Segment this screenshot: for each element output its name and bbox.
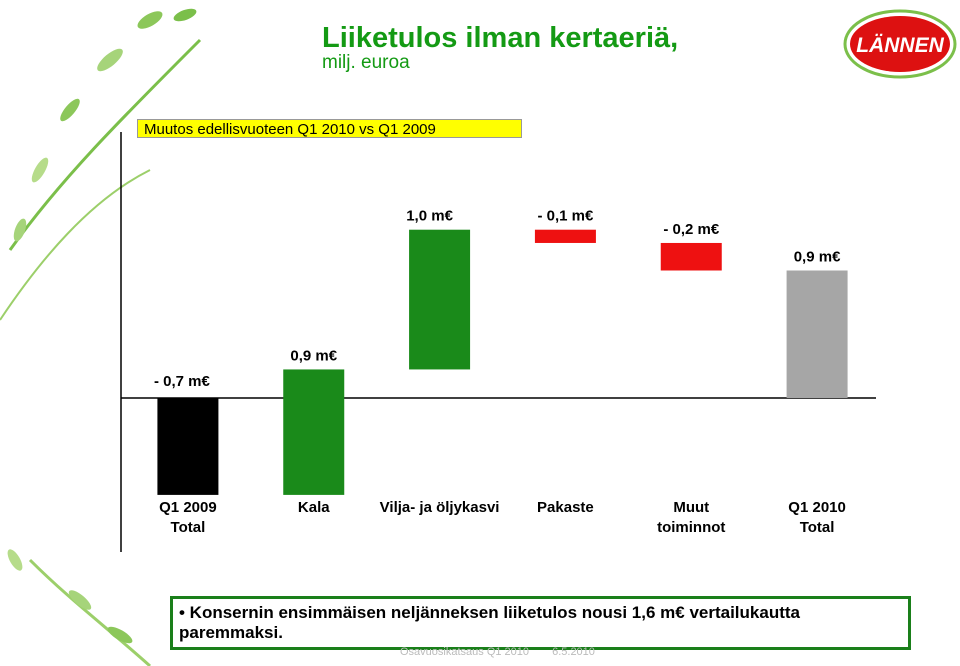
bar-3 [409,229,471,370]
footer-report: Osavuosikatsaus Q1 2010 [400,646,530,658]
bar-1 [157,398,219,495]
category-label-2: Kala [298,499,330,516]
data-label-2: 0,9 m€ [290,347,337,364]
lannen-logo: LÄNNEN [843,9,957,79]
bar-4 [534,229,596,243]
category-label-1-line-1: Q1 2009 [159,499,217,516]
bar-5 [660,242,722,271]
category-label-5-line-2: toiminnot [657,519,725,536]
bar-2 [283,369,345,495]
data-label-3: 1,0 m€ [406,208,453,225]
category-label-1-line-2: Total [171,519,206,536]
data-label-5: - 0,2 m€ [663,221,720,238]
bar-6 [786,270,848,398]
category-label-4: Pakaste [537,499,594,516]
data-label-6: 0,9 m€ [794,249,841,266]
data-label-4: - 0,1 m€ [537,208,594,225]
footer-date: 6.5.2010 [552,646,595,658]
data-label-1: - 0,7 m€ [154,373,211,390]
category-label-3: Vilja- ja öljykasvi [380,499,500,516]
category-label-5-line-1: Muut [673,499,709,516]
slide-title: Liiketulos ilman kertaeriä, [322,22,679,54]
logo-text: LÄNNEN [856,34,944,57]
comparison-legend: Muutos edellisvuoteen Q1 2010 vs Q1 2009 [137,119,522,138]
summary-note: • Konsernin ensimmäisen neljänneksen lii… [170,596,911,650]
slide-subtitle: milj. euroa [322,52,410,73]
category-label-6-line-2: Total [800,519,835,536]
category-label-6-line-1: Q1 2010 [788,499,846,516]
leaf-decoration [0,8,202,666]
footer: Osavuosikatsaus Q1 2010 6.5.2010 [400,646,615,658]
